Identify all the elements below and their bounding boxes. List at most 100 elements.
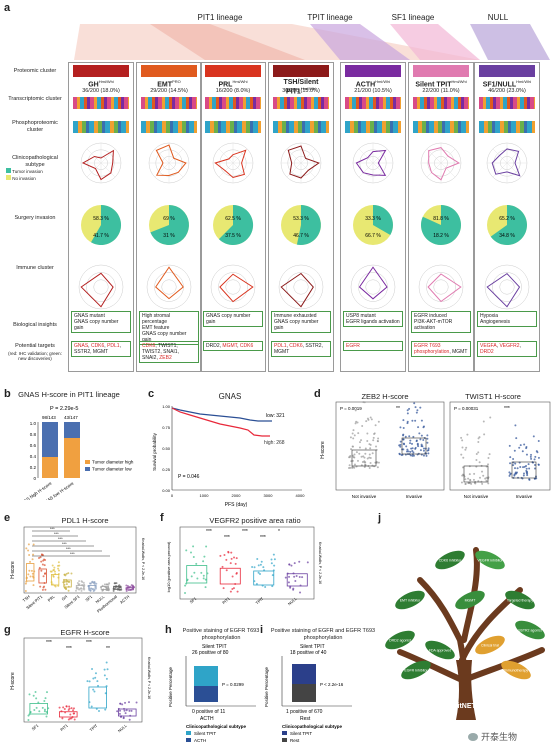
target-label: DRD2 [206,343,220,349]
point [31,572,34,575]
point [190,575,193,578]
point [422,447,425,450]
tree-leaf-label: Targeted therapy [507,599,534,603]
target-label: MGMT [274,349,290,355]
tree-leaf [475,635,505,655]
transcriptomic-strip [141,97,197,109]
clinico-radar [81,149,114,181]
target-label: CDK6 [90,343,105,349]
box [401,437,427,455]
x-tick-label: PIT1 [221,595,231,605]
row-label-clinico: Clinicopathological subtype [12,155,58,168]
point [63,573,66,576]
x-tick-label: PIT1 [59,722,69,732]
point [361,425,364,428]
tree-leaf [435,550,465,570]
panel-j-tree: EGFR Inhibitor Immunotherapy DRD2 agonist S… [385,547,545,720]
panel-h-legend-title: Clinicopathological subtype [186,724,247,729]
point [478,461,481,464]
point [273,558,276,561]
point [460,481,463,484]
target-label: SSTR2 [74,349,91,355]
point [398,444,401,447]
point [402,419,405,422]
sig-stars: *** [66,546,71,551]
point [376,440,379,443]
cluster-count: 21/200 (10.5%) [354,88,392,94]
point [94,676,97,679]
point [512,458,515,461]
x-tick-label: SF1 [31,722,40,731]
point [478,476,481,479]
panel-d-pvalue-2: P = 0.00031 [454,406,479,411]
panel-d-sig-1: ** [396,406,400,412]
point [525,453,528,456]
point [27,549,30,552]
point [369,456,372,459]
panel-f-marks: SF1 PIT1 TPIT NULL************* [184,529,309,606]
point [406,409,409,412]
sig-stars: *** [206,529,212,535]
point [185,549,188,552]
clinico-radar [287,145,320,179]
panel-c-title: GNAS [218,392,242,401]
point [41,588,44,591]
point [72,707,75,710]
pie-label-no-invasion: 37.5 % [225,233,241,239]
km-curve-low [171,407,272,422]
point [229,590,232,593]
x-tick-label: TSH [22,594,31,603]
point [411,454,414,457]
targets-box: EGFR [343,341,403,351]
point [41,553,44,556]
cluster-graphics: 81.8 % 18.2 % [418,142,464,310]
watermark-text: 开泰生物 [481,732,518,742]
point [260,560,263,563]
point [127,701,130,704]
point [368,456,371,459]
point [42,586,45,589]
point [357,432,360,435]
point [419,449,422,452]
panel-g-ylabel: H-score [10,672,16,690]
point [118,712,121,715]
immune-radar [358,266,388,300]
point [509,462,512,465]
point [271,574,274,577]
point [40,569,43,572]
point [301,576,304,579]
point [508,471,511,474]
point [205,545,208,548]
tree-leaf [425,640,455,660]
tree-leaf [395,590,425,610]
point [121,703,124,706]
clinico-radar [155,144,187,177]
panel-e-letter: e [4,512,11,524]
point [204,586,207,589]
point [530,457,533,460]
point [483,433,486,436]
row-label-targets: Potential targets [15,343,55,349]
point [264,585,267,588]
target-label: CDK6 [239,343,254,349]
box [511,461,537,479]
point [94,672,97,675]
point [419,406,422,409]
point [369,416,372,419]
point [108,582,111,585]
point [409,442,412,445]
x-tick-label: ACTH [119,594,131,605]
point [526,474,529,477]
point [422,438,425,441]
pie-label-invasion: 81.8 % [433,216,449,222]
point [482,420,485,423]
panel-d-xtick: Not invasive [464,494,489,499]
point [352,437,355,440]
point [513,474,516,477]
point [32,543,35,546]
point [533,458,536,461]
box [351,449,377,467]
point [406,450,409,453]
panel-i-top-label: Silent TPIT [300,644,325,650]
point [522,466,525,469]
